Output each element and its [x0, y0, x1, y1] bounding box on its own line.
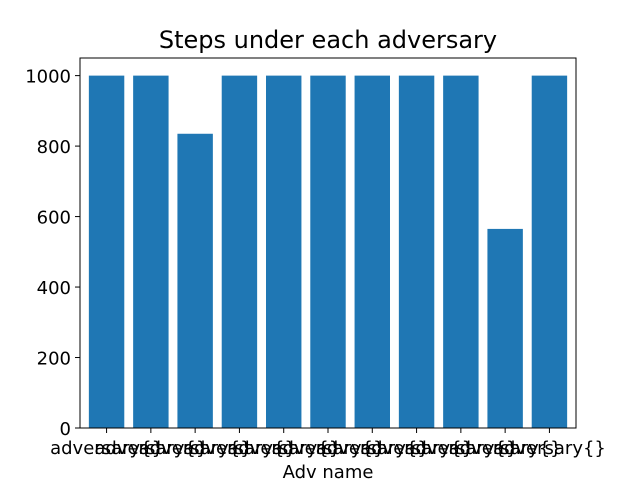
- chart-title: Steps under each adversary: [159, 26, 497, 54]
- bar-5: [266, 75, 302, 428]
- y-tick-label: 1000: [25, 67, 71, 88]
- x-tick-label: adversary{}: [50, 438, 163, 459]
- bar-9: [443, 75, 479, 428]
- y-tick-label: 400: [37, 278, 71, 299]
- y-axis: 0 200 400 600 800 1000: [25, 67, 80, 440]
- bar-3: [177, 133, 213, 428]
- x-axis: adversary{}adversary{}adversary{}adversa…: [50, 428, 606, 459]
- x-tick-label: adversary{}: [493, 438, 606, 459]
- bar-11: [531, 75, 568, 428]
- x-axis-label: Adv name: [283, 462, 374, 480]
- x-tick-label: adversary{}: [227, 438, 340, 459]
- bar-8: [398, 75, 435, 428]
- y-tick-label: 200: [37, 349, 71, 370]
- y-tick-label: 600: [37, 208, 71, 229]
- x-tick-label: adversary{}: [94, 438, 207, 459]
- y-tick-label: 0: [60, 419, 71, 440]
- bar-2: [133, 75, 169, 428]
- x-tick-label: adversary{}: [183, 438, 296, 459]
- x-tick-label: adversary{}: [316, 438, 429, 459]
- bar-1: [88, 75, 125, 428]
- x-tick-label: adversary{}: [360, 438, 473, 459]
- bar-6: [310, 75, 346, 428]
- x-tick-label: adversary{}: [272, 438, 385, 459]
- bar-10: [487, 228, 523, 428]
- bar-7: [354, 75, 390, 428]
- x-tick-label: adversary{}: [139, 438, 252, 459]
- x-tick-label: adversary{}: [449, 438, 562, 459]
- plot-frame: [79, 57, 577, 429]
- y-tick-label: 800: [37, 137, 71, 158]
- x-tick-label: adversary{}: [404, 438, 517, 459]
- bar-4: [221, 75, 258, 428]
- bars-group: [88, 75, 568, 428]
